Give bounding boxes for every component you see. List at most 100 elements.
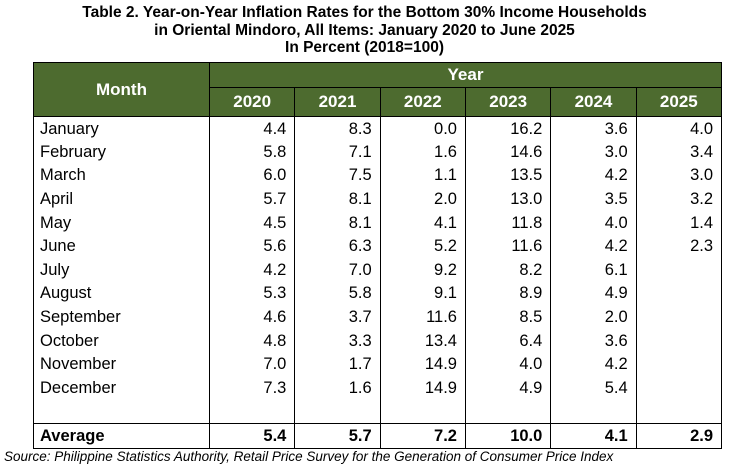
title-line-2: in Oriental Mindoro, All Items: January … (154, 21, 575, 39)
year-header: Year (209, 62, 722, 88)
value-cell: 4.2 (208, 258, 296, 282)
value-cell (550, 399, 637, 424)
month-cell: June (33, 234, 210, 259)
value-cell: 8.3 (294, 116, 381, 141)
value-cell: 4.8 (208, 328, 296, 353)
value-cell: 1.7 (294, 352, 381, 377)
year-2025-header: 2025 (635, 87, 723, 117)
value-cell: 16.2 (464, 116, 552, 141)
year-2020-header: 2020 (208, 87, 296, 117)
value-cell: 7.0 (294, 258, 381, 282)
month-cell: November (33, 352, 210, 377)
value-cell (635, 258, 723, 282)
blank-row (33, 399, 723, 424)
month-cell: May (33, 210, 210, 235)
value-cell: 4.4 (208, 116, 296, 141)
value-cell: 5.4 (550, 376, 637, 400)
month-cell: September (33, 305, 210, 329)
value-cell: 7.1 (294, 140, 381, 164)
value-cell: 5.4 (208, 423, 296, 449)
value-cell: 0.0 (379, 116, 466, 141)
title-line-1: Table 2. Year-on-Year Inflation Rates fo… (82, 4, 647, 21)
value-cell: 13.5 (464, 163, 552, 188)
value-cell: 10.0 (464, 423, 552, 449)
table-row: May 4.5 8.1 4.1 11.8 4.0 1.4 (33, 210, 723, 235)
title-line-3: In Percent (2018=100) (285, 39, 444, 56)
value-cell: 2.3 (635, 234, 723, 259)
month-cell: April (33, 187, 210, 211)
value-cell: 8.1 (294, 187, 381, 211)
month-cell: February (33, 140, 210, 164)
value-cell: 6.1 (550, 258, 637, 282)
value-cell: 8.5 (464, 305, 552, 329)
value-cell: 1.4 (635, 210, 723, 235)
value-cell: 4.5 (208, 210, 296, 235)
table-row: November 7.0 1.7 14.9 4.0 4.2 (33, 352, 723, 377)
value-cell: 8.1 (294, 210, 381, 235)
average-row: Average 5.4 5.7 7.2 10.0 4.1 2.9 (33, 423, 723, 449)
value-cell: 2.0 (550, 305, 637, 329)
year-2023-header: 2023 (464, 87, 552, 117)
value-cell (635, 305, 723, 329)
value-cell: 8.2 (464, 258, 552, 282)
table-row: January 4.4 8.3 0.0 16.2 3.6 4.0 (33, 116, 723, 141)
value-cell (635, 376, 723, 400)
value-cell: 2.0 (379, 187, 466, 211)
table-row: October 4.8 3.3 13.4 6.4 3.6 (33, 328, 723, 353)
value-cell: 6.3 (294, 234, 381, 259)
value-cell: 13.0 (464, 187, 552, 211)
value-cell: 11.8 (464, 210, 552, 235)
value-cell: 1.6 (379, 140, 466, 164)
month-cell (33, 399, 210, 424)
month-cell: August (33, 281, 210, 306)
value-cell (635, 328, 723, 353)
table-row: April 5.7 8.1 2.0 13.0 3.5 3.2 (33, 187, 723, 211)
value-cell: 3.5 (550, 187, 637, 211)
value-cell: 5.7 (294, 423, 381, 449)
value-cell: 5.3 (208, 281, 296, 306)
value-cell: 4.1 (379, 210, 466, 235)
table-body: January 4.4 8.3 0.0 16.2 3.6 4.0 February 5.8 7.1… (33, 116, 723, 449)
table-row: December 7.3 1.6 14.9 4.9 5.4 (33, 376, 723, 400)
month-cell: July (33, 258, 210, 282)
value-cell: 14.9 (379, 376, 466, 400)
value-cell: 3.0 (550, 140, 637, 164)
value-cell: 11.6 (464, 234, 552, 259)
value-cell: 8.9 (464, 281, 552, 306)
value-cell: 3.0 (635, 163, 723, 188)
value-cell: 5.8 (294, 281, 381, 306)
value-cell (379, 399, 466, 424)
value-cell: 9.2 (379, 258, 466, 282)
value-cell: 3.2 (635, 187, 723, 211)
value-cell: 13.4 (379, 328, 466, 353)
value-cell (635, 352, 723, 377)
value-cell: 6.4 (464, 328, 552, 353)
value-cell: 4.2 (550, 163, 637, 188)
month-cell: March (33, 163, 210, 188)
value-cell (635, 399, 723, 424)
value-cell: 4.0 (635, 116, 723, 141)
value-cell: 3.6 (550, 116, 637, 141)
value-cell: 4.9 (464, 376, 552, 400)
value-cell: 5.8 (208, 140, 296, 164)
value-cell (635, 281, 723, 306)
month-cell: Average (33, 423, 210, 449)
value-cell: 7.0 (208, 352, 296, 377)
inflation-table: Month Year 2020 2021 2022 2023 2024 2025… (33, 62, 723, 449)
value-cell: 4.1 (550, 423, 637, 449)
value-cell: 4.0 (550, 210, 637, 235)
value-cell: 3.3 (294, 328, 381, 353)
value-cell: 6.0 (208, 163, 296, 188)
value-cell: 2.9 (635, 423, 723, 449)
year-2022-header: 2022 (379, 87, 466, 117)
table-row: June 5.6 6.3 5.2 11.6 4.2 2.3 (33, 234, 723, 259)
month-cell: October (33, 328, 210, 353)
year-2021-header: 2021 (294, 87, 381, 117)
value-cell (464, 399, 552, 424)
value-cell: 5.2 (379, 234, 466, 259)
value-cell: 9.1 (379, 281, 466, 306)
value-cell: 1.1 (379, 163, 466, 188)
value-cell: 14.6 (464, 140, 552, 164)
value-cell (294, 399, 381, 424)
